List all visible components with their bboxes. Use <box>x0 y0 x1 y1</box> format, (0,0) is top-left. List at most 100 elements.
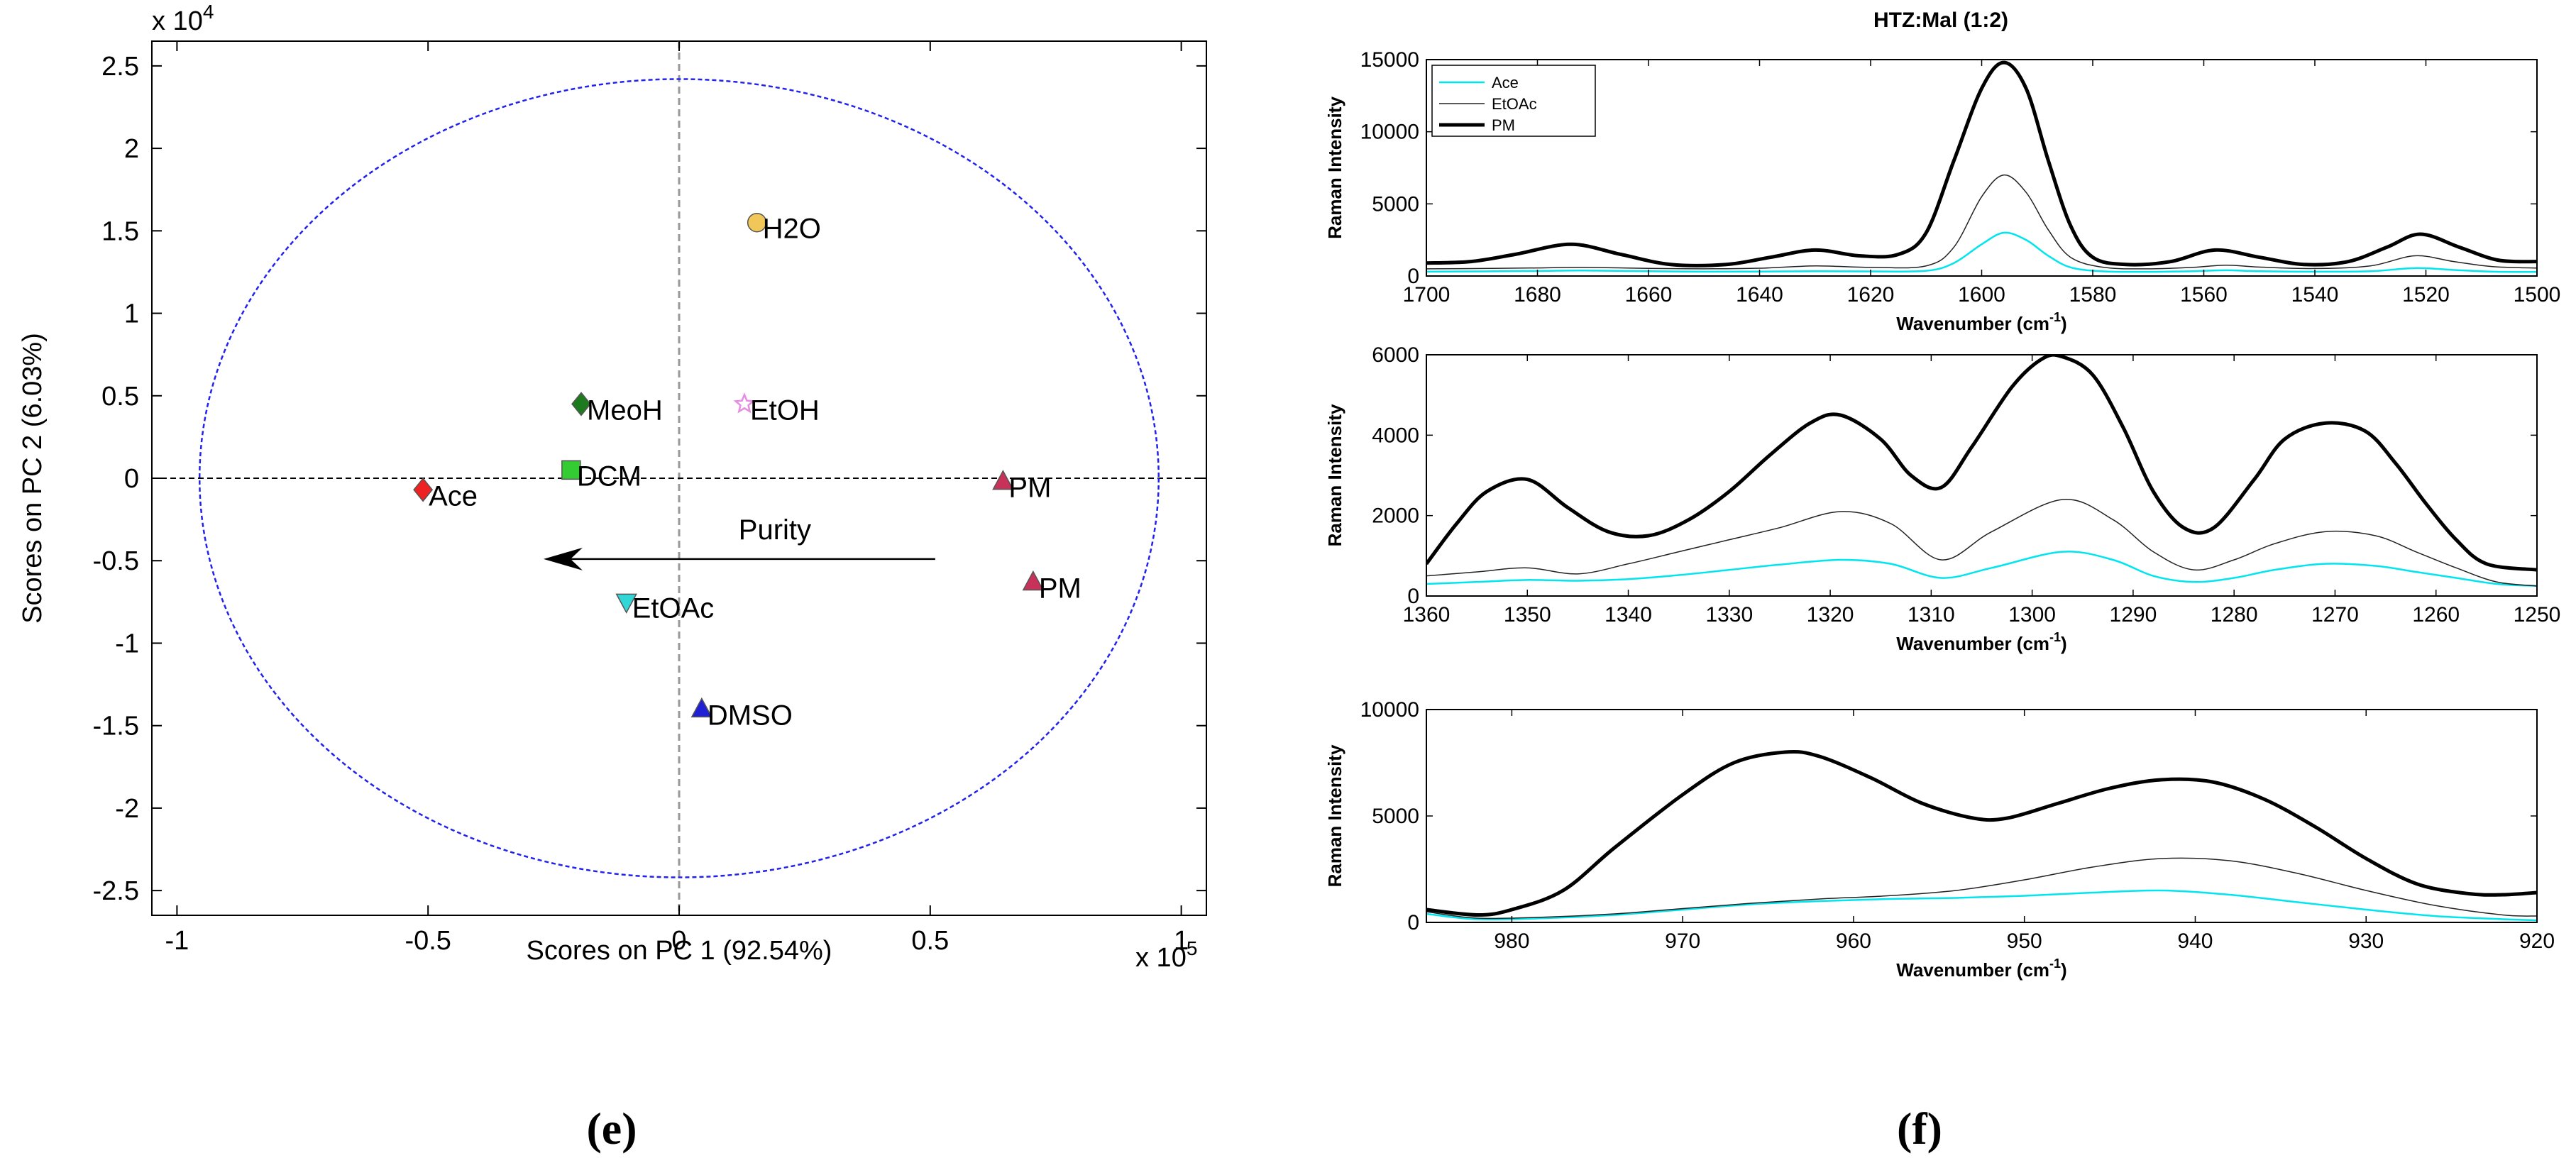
x-tick-label: 1540 <box>2291 283 2339 307</box>
legend-label: EtOAc <box>1492 95 1537 113</box>
x-tick-label: 920 <box>2519 929 2555 953</box>
point-dmso: DMSO <box>690 697 793 731</box>
y-tick-label: 0 <box>1407 911 1419 934</box>
x-tick-label: 1 <box>1174 926 1189 956</box>
point-label: PM <box>1039 573 1081 604</box>
x-tick-label: 1360 <box>1403 603 1451 627</box>
legend: Ace EtOAc PM <box>1431 65 1596 137</box>
point-marker <box>1022 570 1045 591</box>
spectrum-lines <box>1426 60 2537 273</box>
point-marker <box>690 697 713 718</box>
spectrum-plot-3: 980 970 960 950 940 930 920 0 5000 10000 Wavenumbe… <box>1324 698 2555 981</box>
y-tick-label: 1.5 <box>101 216 139 246</box>
spectrum-lines <box>1426 355 2537 588</box>
x-tick-label: 980 <box>1494 929 1529 953</box>
point-label: Ace <box>429 480 478 512</box>
x-tick-label: 1310 <box>1908 603 1955 627</box>
x-tick-label: 1580 <box>2069 283 2117 307</box>
x-tick-label: 1350 <box>1504 603 1551 627</box>
confidence-ellipse <box>198 78 1160 878</box>
x-tick-label: 1270 <box>2311 603 2359 627</box>
x-exponent: x 105 <box>1135 937 1197 973</box>
x-axis-label: Wavenumber (cm-1) <box>1896 956 2066 981</box>
series-line-pm <box>1426 355 2537 572</box>
arrow-head <box>543 547 583 570</box>
x-tick-label: 1660 <box>1625 283 1673 307</box>
x-axis-label: Wavenumber (cm-1) <box>1896 310 2066 334</box>
point-h2o: H2O <box>747 212 821 245</box>
spectrum-plot-2: 1360 1350 1340 1330 1320 1310 1300 1290 1280 1270… <box>1324 343 2560 654</box>
scatter-reference-lines <box>152 41 1206 915</box>
x-tick-label: 1250 <box>2514 603 2561 627</box>
panel-label-e: (e) <box>586 1103 637 1154</box>
y-tick-label: 2.5 <box>101 52 139 82</box>
x-tick-label: 1320 <box>1807 603 1854 627</box>
series-line-pm <box>1426 749 2537 917</box>
x-tick-label: 0.5 <box>911 926 949 956</box>
point-etoac: EtOAc <box>615 592 714 624</box>
spectrum-frame <box>1426 709 2538 923</box>
point-label: H2O <box>763 214 821 245</box>
purity-arrow <box>543 547 935 570</box>
y-tick-label: 6000 <box>1372 343 1419 367</box>
x-tick-label: -1 <box>165 926 189 956</box>
y-tick-label: -2 <box>115 794 139 824</box>
point-marker <box>561 460 581 480</box>
legend-label: Ace <box>1492 74 1519 92</box>
x-tick-label: 1300 <box>2008 603 2056 627</box>
x-axis-label: Wavenumber (cm-1) <box>1896 630 2066 654</box>
series-line-etoac <box>1426 857 2537 920</box>
point-label: DMSO <box>708 700 793 731</box>
y-axis-label: Scores on PC 2 (6.03%) <box>18 333 48 624</box>
x-tick-label: 1280 <box>2211 603 2258 627</box>
spectrum-frame <box>1426 354 2538 597</box>
x-tick-label: 960 <box>1836 929 1871 953</box>
series-line-etoac <box>1426 174 2537 270</box>
point-pm: PM <box>992 470 1051 504</box>
x-tick-label: 1340 <box>1605 603 1652 627</box>
x-tick-label: 1620 <box>1847 283 1895 307</box>
x-tick-label: 1260 <box>2412 603 2460 627</box>
point-pm: PM <box>1022 570 1081 604</box>
point-ace: Ace <box>413 478 478 512</box>
point-marker <box>733 392 756 414</box>
point-label: PM <box>1008 473 1051 504</box>
spectrum-plot-1: 1700 1680 1660 1640 1620 1600 1580 1560 1540 1520… <box>1324 48 2560 334</box>
y-tick-label: -1.5 <box>93 712 139 741</box>
y-tick-label: 10000 <box>1360 698 1419 722</box>
series-line-pm <box>1426 60 2537 267</box>
x-tick-label: 970 <box>1665 929 1700 953</box>
y-tick-label: -0.5 <box>93 546 139 576</box>
scatter-axis-ticks: -1 -0.5 0 0.5 1 -2.5 -2 -1.5 -1 -0.5 0 0.5 1 1.5 2 2.5 <box>93 41 1206 956</box>
x-tick-label: 950 <box>2007 929 2042 953</box>
point-meoh: MeoH <box>571 392 663 426</box>
raman-spectra-panel: HTZ:Mal (1:2) 1700 1680 1660 1640 1620 1600 15… <box>1324 9 2560 981</box>
x-tick-label: 0 <box>671 926 686 956</box>
series-line-ace <box>1426 889 2537 922</box>
y-tick-label: 15000 <box>1360 48 1419 72</box>
y-axis-label: Raman Intensity <box>1324 404 1345 546</box>
y-exponent: x 104 <box>152 1 214 36</box>
series-line-ace <box>1426 231 2537 273</box>
x-tick-label: 930 <box>2348 929 2384 953</box>
point-marker <box>413 478 434 502</box>
point-label: DCM <box>577 460 642 492</box>
x-tick-label: 1330 <box>1705 603 1753 627</box>
y-tick-label: 0.5 <box>101 382 139 412</box>
x-axis-label: Scores on PC 1 (92.54%) <box>527 936 832 966</box>
pca-scores-plot: -1 -0.5 0 0.5 1-2.5-2-1.5-1-0.500.511.522.5 … <box>18 1 1207 973</box>
point-dcm: DCM <box>561 460 642 492</box>
x-tick-label: 1600 <box>1958 283 2005 307</box>
y-axis-label: Raman Intensity <box>1324 96 1345 239</box>
x-tick-label: 940 <box>2177 929 2213 953</box>
y-axis-label: Raman Intensity <box>1324 744 1345 887</box>
point-marker <box>615 593 637 614</box>
point-label: MeoH <box>587 395 663 426</box>
y-tick-label: 5000 <box>1372 805 1419 828</box>
x-tick-label: -0.5 <box>404 926 451 956</box>
x-tick-label: 1560 <box>2180 283 2228 307</box>
series-line-ace <box>1426 551 2537 588</box>
y-tick-label: -1 <box>115 629 139 658</box>
x-tick-label: 1680 <box>1514 283 1561 307</box>
y-tick-label: 4000 <box>1372 424 1419 447</box>
